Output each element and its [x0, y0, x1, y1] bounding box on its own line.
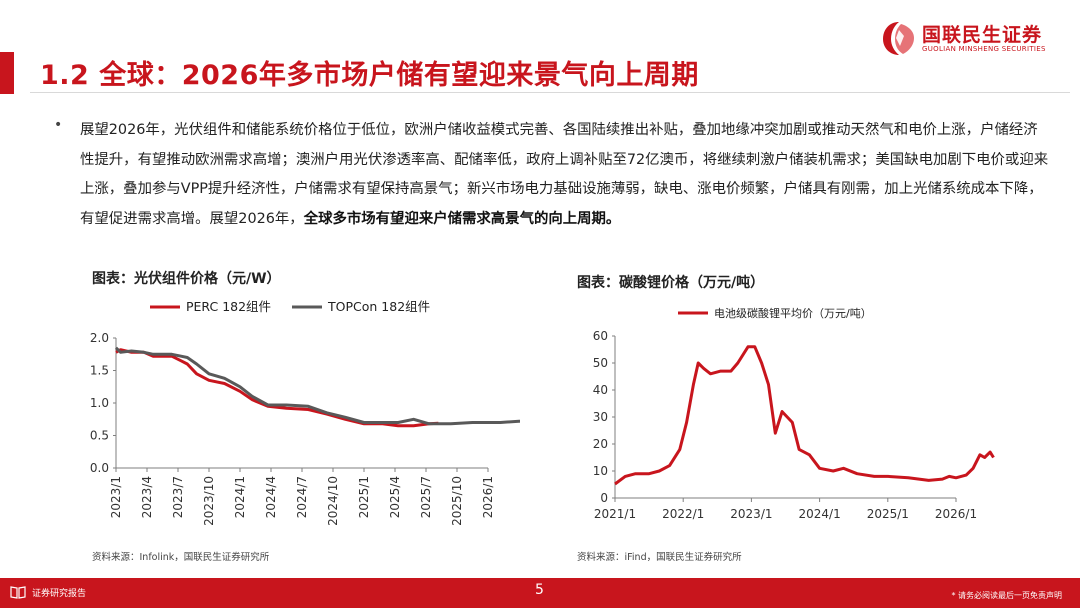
x-tick-label: 2023/1	[730, 507, 772, 521]
y-tick-label: 0.5	[90, 429, 109, 443]
bullet-marker: •	[54, 117, 63, 133]
series-line-0	[614, 345, 995, 486]
title-accent-bar	[0, 52, 14, 94]
page-number: 5	[535, 582, 544, 598]
x-tick-label: 2024/10	[326, 476, 340, 526]
chart-title-lithium: 图表：碳酸锂价格（万元/吨）	[577, 275, 765, 291]
x-tick-label: 2023/1	[109, 476, 123, 518]
logo-text-cn: 国联民生证券	[922, 24, 1043, 46]
series-line-1	[114, 346, 520, 426]
y-tick-label: 60	[593, 329, 608, 343]
series-line-0	[115, 348, 439, 428]
x-tick-label: 2025/1	[867, 507, 909, 521]
y-tick-label: 1.5	[90, 364, 109, 378]
footer-report-label: 证券研究报告	[32, 589, 87, 599]
legend-label: TOPCon 182组件	[327, 299, 430, 314]
x-tick-label: 2024/4	[264, 476, 278, 518]
lithium-carbonate-price-chart: 60 50 40 30 20 10 0 2021/1 2022/1 2023/1 2024/1 202…	[593, 306, 995, 521]
y-tick-label: 1.0	[90, 396, 109, 410]
x-tick-label: 2024/7	[295, 476, 309, 518]
page-title: 1.2 全球：2026年多市场户储有望迎来景气向上周期	[40, 60, 699, 91]
summary-text: 展望2026年，光伏组件和储能系统价格位于低位，欧洲户储收益模式完善、各国陆续推…	[80, 122, 1049, 227]
logo-text-en: GUOLIAN MINSHENG SECURITIES	[922, 45, 1046, 53]
x-tick-label: 2022/1	[662, 507, 704, 521]
y-tick-label: 40	[593, 383, 608, 397]
logo-mark-icon	[883, 22, 914, 55]
x-tick-label: 2023/7	[171, 476, 185, 518]
title-divider	[30, 92, 1070, 93]
chart-source-lithium: 资料来源：iFind，国联民生证券研究所	[577, 552, 742, 563]
y-tick-label: 20	[593, 437, 608, 451]
footer-bar: 证券研究报告 5 * 请务必阅读最后一页免责声明	[0, 578, 1080, 608]
x-tick-label: 2025/4	[388, 476, 402, 518]
book-icon	[10, 586, 26, 599]
y-tick-label: 2.0	[90, 331, 109, 345]
legend-label: 电池级碳酸锂平均价（万元/吨）	[714, 306, 872, 320]
x-tick-label: 2026/1	[935, 507, 977, 521]
chart-title-pv-module: 图表：光伏组件价格（元/W）	[92, 271, 281, 287]
x-tick-label: 2023/10	[202, 476, 216, 526]
y-tick-label: 0.0	[90, 461, 109, 475]
y-tick-label: 10	[593, 464, 608, 478]
chart-source-pv-module: 资料来源：Infolink，国联民生证券研究所	[92, 552, 270, 563]
summary-paragraph: 展望2026年，光伏组件和储能系统价格位于低位，欧洲户储收益模式完善、各国陆续推…	[80, 116, 1052, 234]
y-tick-label: 50	[593, 356, 608, 370]
company-logo: 国联民生证券 GUOLIAN MINSHENG SECURITIES	[880, 18, 1060, 62]
x-tick-label: 2025/1	[357, 476, 371, 518]
y-tick-label: 30	[593, 410, 608, 424]
x-tick-label: 2024/1	[233, 476, 247, 518]
summary-highlight: 全球多市场有望迎来户储需求高景气的向上周期。	[303, 210, 621, 227]
y-tick-label: 0	[600, 491, 608, 505]
x-tick-label: 2021/1	[594, 507, 636, 521]
x-tick-label: 2023/4	[140, 476, 154, 518]
x-tick-label: 2025/10	[450, 476, 464, 526]
x-tick-label: 2026/1	[481, 476, 495, 518]
footer-disclaimer: * 请务必阅读最后一页免责声明	[951, 591, 1062, 600]
x-tick-label: 2024/1	[798, 507, 840, 521]
x-tick-label: 2025/7	[419, 476, 433, 518]
legend-label: PERC 182组件	[186, 299, 271, 314]
